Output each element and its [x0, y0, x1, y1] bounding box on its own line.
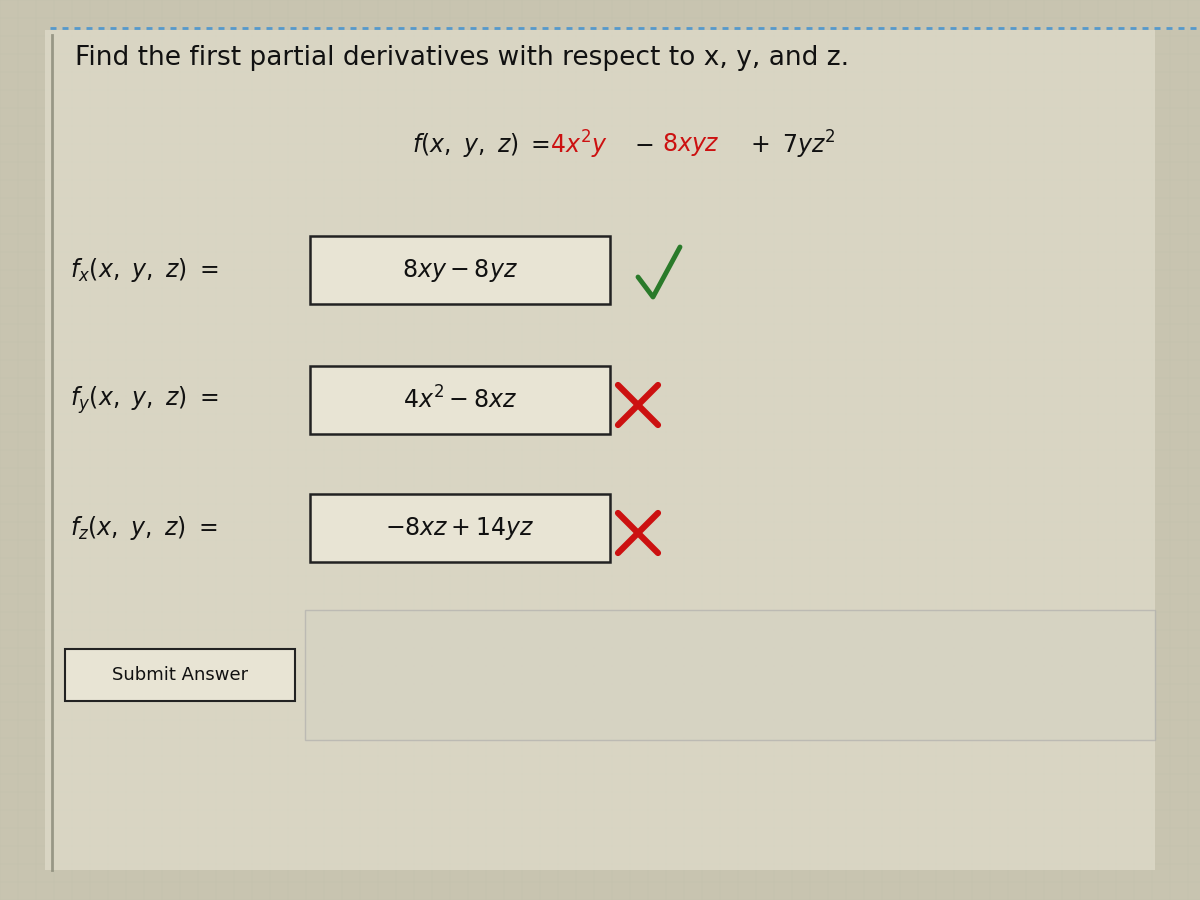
Text: $8xy - 8yz$: $8xy - 8yz$	[402, 256, 518, 284]
FancyBboxPatch shape	[65, 649, 295, 701]
Text: $f_{y}(x,\ y,\ z)\ =$: $f_{y}(x,\ y,\ z)\ =$	[70, 384, 218, 416]
Text: $\ -\ $: $\ -\ $	[622, 133, 654, 157]
Text: $f_{x}(x,\ y,\ z)\ =$: $f_{x}(x,\ y,\ z)\ =$	[70, 256, 218, 284]
Text: Find the first partial derivatives with respect to x, y, and z.: Find the first partial derivatives with …	[74, 45, 850, 71]
Text: $f_{z}(x,\ y,\ z)\ =$: $f_{z}(x,\ y,\ z)\ =$	[70, 514, 217, 542]
Text: $\ +\ 7yz^2$: $\ +\ 7yz^2$	[738, 129, 835, 161]
FancyBboxPatch shape	[46, 30, 1154, 870]
FancyBboxPatch shape	[305, 610, 1154, 740]
Text: $8xyz$: $8xyz$	[662, 131, 720, 158]
Text: $4x^2 - 8xz$: $4x^2 - 8xz$	[403, 386, 517, 414]
Text: $-8xz + 14yz$: $-8xz + 14yz$	[385, 515, 534, 542]
Text: $f(x,\ y,\ z)\ =\ $: $f(x,\ y,\ z)\ =\ $	[412, 131, 550, 159]
FancyBboxPatch shape	[310, 494, 610, 562]
FancyBboxPatch shape	[310, 366, 610, 434]
Text: $4x^2y$: $4x^2y$	[550, 129, 607, 161]
FancyBboxPatch shape	[310, 236, 610, 304]
Text: Submit Answer: Submit Answer	[112, 666, 248, 684]
